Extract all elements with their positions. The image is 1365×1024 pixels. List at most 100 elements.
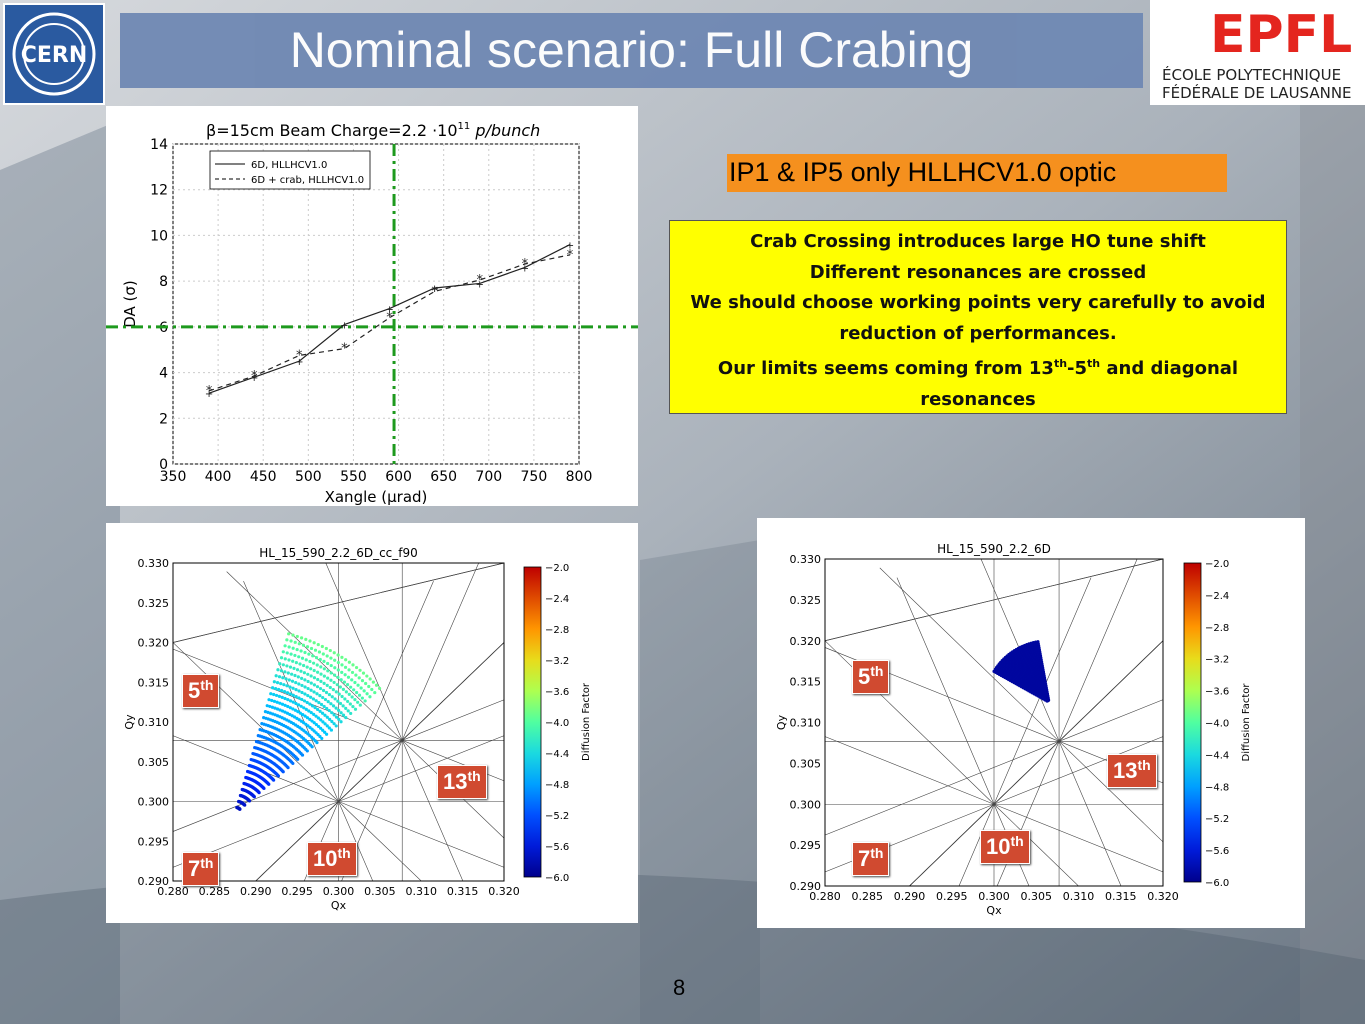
- footprint-point: [265, 704, 269, 708]
- footprint-point: [312, 676, 317, 680]
- footprint-point: [294, 701, 298, 706]
- resonance-fan-line: [402, 642, 504, 741]
- y-tick-label: 8: [159, 274, 168, 290]
- footprint-point: [305, 645, 310, 649]
- colorbar-tick-label: −4.0: [1205, 719, 1229, 730]
- badge-5th-left: 5th: [182, 674, 220, 708]
- footprint-point: [297, 696, 301, 700]
- footprint-point: [334, 690, 338, 694]
- footprint-point: [266, 710, 270, 714]
- x-tick-label: 0.310: [406, 885, 438, 898]
- footprint-point: [356, 700, 360, 704]
- resonance-fan-line: [338, 801, 422, 881]
- footprint-point: [296, 710, 300, 714]
- y-tick-label: 0.310: [790, 717, 822, 730]
- footprint-point: [329, 678, 333, 682]
- footprint-point: [292, 666, 296, 671]
- footprint-point: [339, 711, 343, 715]
- footprint-point: [334, 706, 338, 710]
- footprint-point: [293, 640, 297, 644]
- resonance-lines: [173, 563, 504, 881]
- y-tick-label: 12: [150, 183, 168, 199]
- footprint-point: [312, 661, 316, 665]
- colorbar-tick-label: −4.0: [545, 718, 569, 729]
- footprint-point: [322, 659, 326, 664]
- footprint-point: [272, 680, 276, 684]
- colorbar-tick-label: −4.8: [1205, 782, 1229, 793]
- footprint-point: [303, 685, 307, 689]
- footprint-point: [304, 707, 308, 711]
- footprint-point: [291, 700, 295, 704]
- footprint-point: [290, 679, 295, 683]
- x-axis-label: Qx: [986, 904, 1002, 917]
- footprint-point: [347, 668, 351, 672]
- resonance-fan-line: [338, 735, 504, 802]
- footprint-point: [245, 769, 250, 774]
- y-tick-label: 0.330: [790, 553, 822, 566]
- footprint-point: [345, 683, 350, 687]
- footprint-point: [333, 697, 337, 701]
- footprint-point: [283, 657, 287, 661]
- data-point: *: [251, 369, 258, 384]
- colorbar-tick-label: −6.0: [545, 873, 569, 884]
- legend-label: 6D + crab, HLLHCV1.0: [251, 175, 364, 186]
- footprint-point: [992, 669, 996, 674]
- footprint-point: [331, 688, 335, 692]
- resonance-fan-line: [173, 801, 339, 868]
- footprint-point: [344, 715, 348, 720]
- footprint-point: [288, 665, 293, 669]
- footprint-point: [341, 687, 345, 691]
- x-axis-label: Xangle (μrad): [325, 488, 428, 506]
- resonance-fan-line: [879, 567, 1060, 742]
- footprint-point: [336, 668, 340, 672]
- footprint-point: [337, 708, 341, 712]
- y-tick-label: 0.315: [790, 676, 822, 689]
- colorbar-tick-label: −3.6: [1205, 687, 1229, 698]
- footprint-point: [312, 683, 317, 687]
- footprint-point: [288, 692, 293, 696]
- footprint-point: [301, 643, 306, 647]
- footprint-point: [279, 656, 284, 660]
- legend-label: 6D, HLLHCV1.0: [251, 160, 327, 171]
- footprint-point: [310, 704, 315, 708]
- footprint-point: [327, 726, 331, 730]
- footprint-point: [300, 697, 304, 702]
- resonance-fan-line: [909, 804, 995, 886]
- footprint-point: [336, 653, 340, 657]
- footprint-point: [307, 652, 311, 656]
- footprint-point: [294, 661, 298, 665]
- footprint-point: [354, 673, 358, 677]
- footprint-point: [275, 700, 279, 704]
- x-tick-label: 0.285: [852, 890, 884, 903]
- footprint-point: [270, 698, 274, 703]
- footprint-point: [237, 799, 241, 804]
- note-line-6: resonances: [920, 388, 1036, 410]
- footprint-point: [249, 757, 253, 762]
- footprint-point: [308, 639, 312, 643]
- footprint-point: [360, 679, 365, 683]
- footprint-point: [321, 720, 325, 724]
- resonance-fan-line: [825, 736, 995, 805]
- footprint-point: [263, 710, 268, 714]
- footprint-point: [326, 676, 330, 680]
- colorbar-tick-label: −6.0: [1205, 878, 1229, 889]
- footprint-point: [367, 684, 371, 689]
- footprint-point: [272, 692, 276, 697]
- footprint-point: [332, 722, 336, 726]
- footprint-point: [291, 693, 295, 697]
- footprint-point: [270, 705, 275, 709]
- footprint-point: [325, 706, 329, 711]
- x-tick-label: 550: [340, 469, 367, 485]
- footprint-point: [316, 724, 321, 729]
- footprint-point: [325, 683, 329, 687]
- footprint-point: [363, 699, 367, 703]
- footprint-point: [327, 708, 331, 713]
- footprint-point: [349, 685, 353, 689]
- footprint-point: [282, 690, 287, 694]
- footprint-point: [279, 682, 283, 686]
- footprint-point: [365, 674, 369, 678]
- footprint-point: [373, 690, 377, 695]
- footprint-point: [336, 699, 340, 703]
- footprint-point: [314, 699, 318, 703]
- footprint-point: [309, 695, 313, 699]
